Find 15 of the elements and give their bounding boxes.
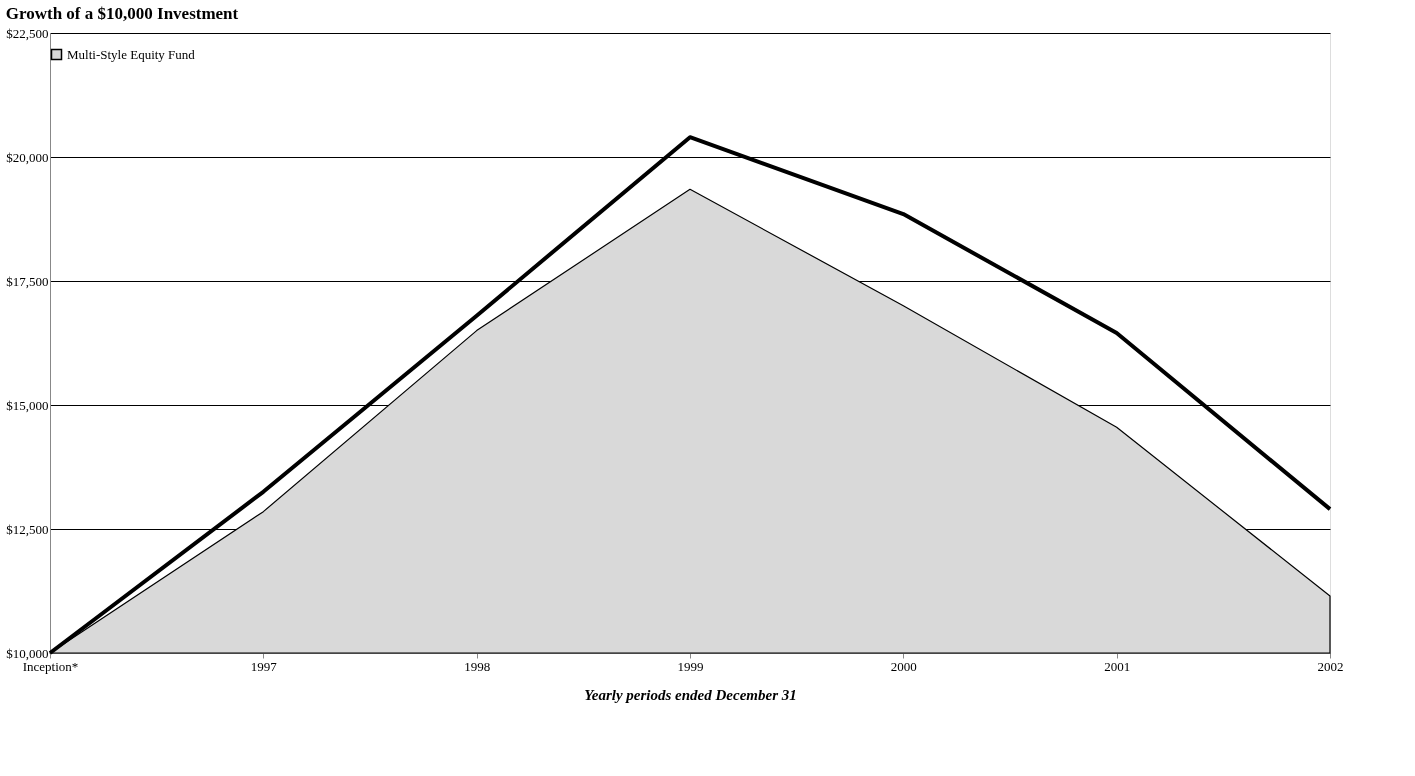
y-tick-label: $15,000 <box>6 397 49 413</box>
y-tick-label: $17,500 <box>6 273 49 289</box>
y-tick-label: $20,000 <box>6 149 49 165</box>
x-tick-label: 1998 <box>464 658 491 674</box>
y-tick-label: $10,000 <box>6 645 49 661</box>
chart-title: Growth of a $10,000 Investment <box>5 4 239 23</box>
y-tick-label: $12,500 <box>6 521 49 537</box>
x-tick-label: 2001 <box>1104 658 1131 674</box>
x-tick-label: 1999 <box>677 658 704 674</box>
legend-label: Multi-Style Equity Fund <box>67 46 196 62</box>
x-tick-label: 1997 <box>250 658 278 674</box>
x-axis-title: Yearly periods ended December 31 <box>584 686 797 703</box>
x-tick-label: 2000 <box>890 658 917 674</box>
y-tick-label: $22,500 <box>6 25 49 41</box>
x-tick-label: 2002 <box>1317 658 1344 674</box>
